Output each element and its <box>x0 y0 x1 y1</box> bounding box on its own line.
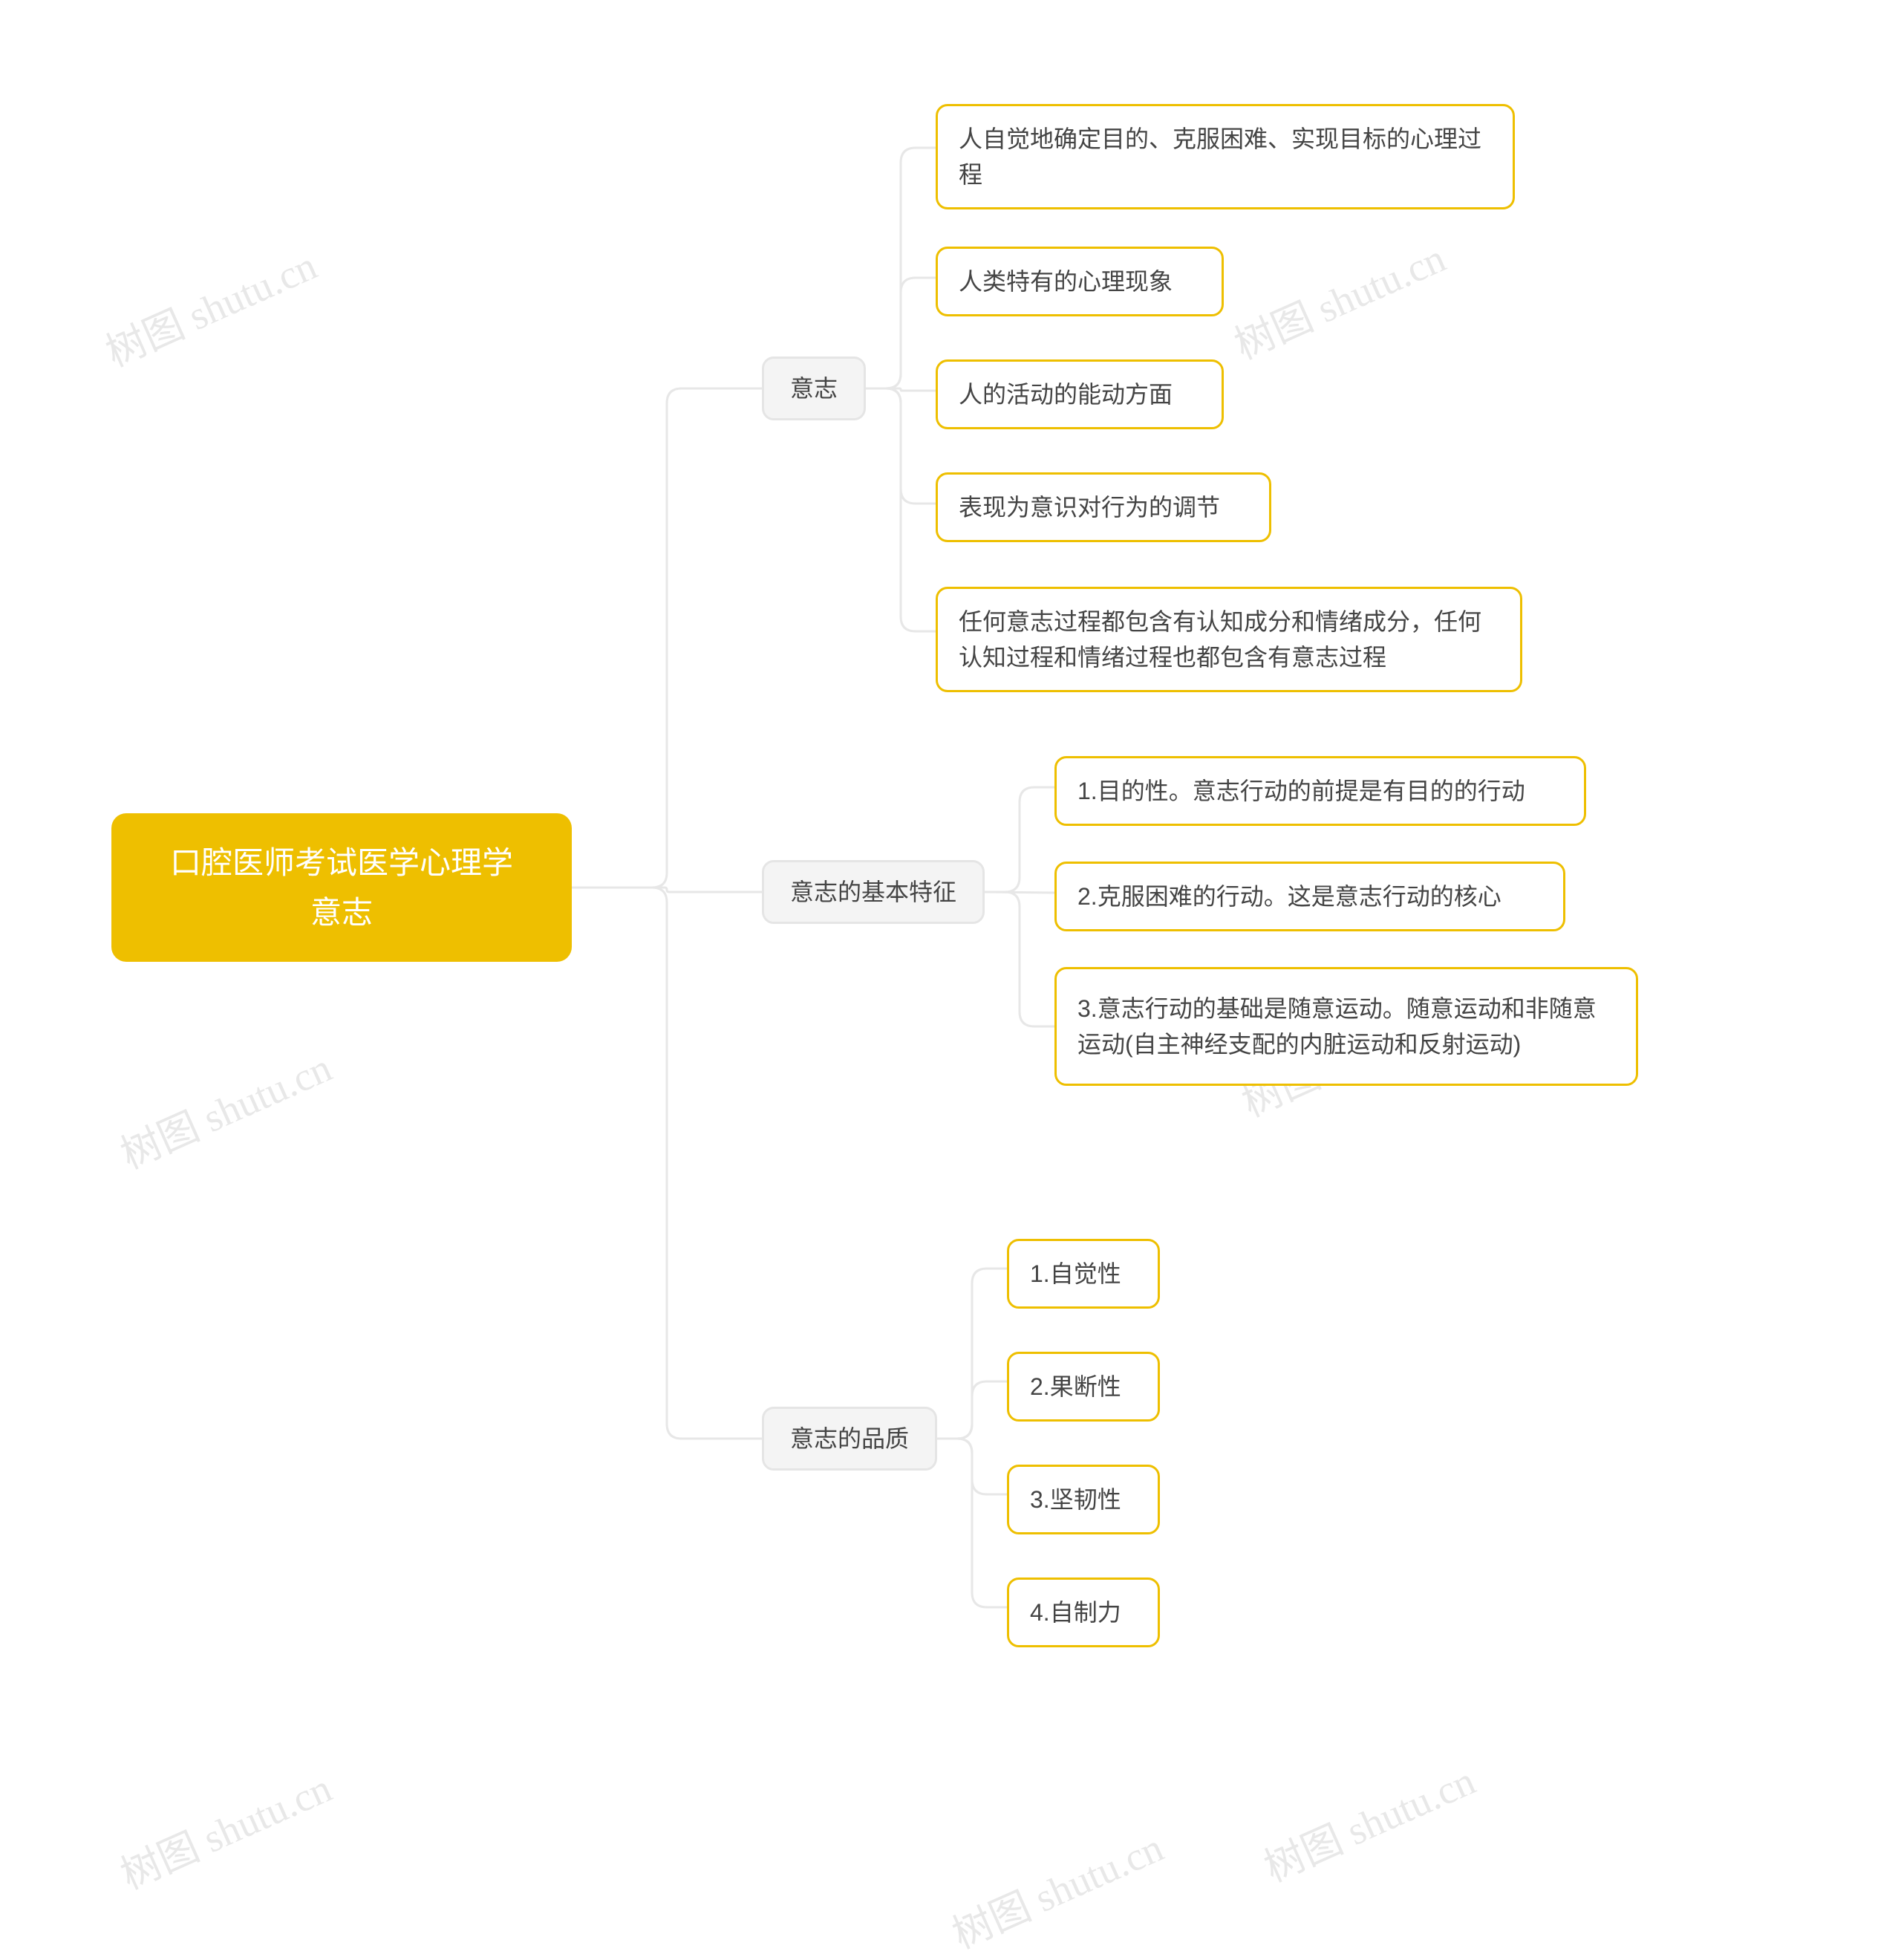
leaf-node[interactable]: 4.自制力 <box>1007 1578 1160 1647</box>
branch-node[interactable]: 意志 <box>762 356 866 420</box>
leaf-label: 1.自觉性 <box>1030 1256 1121 1292</box>
leaf-node[interactable]: 人的活动的能动方面 <box>936 359 1224 429</box>
leaf-label: 4.自制力 <box>1030 1595 1121 1630</box>
branch-label: 意志 <box>790 371 838 406</box>
root-label-line1: 口腔医师考试医学心理学 <box>170 838 513 888</box>
leaf-label: 表现为意识对行为的调节 <box>959 489 1220 525</box>
branch-label: 意志的品质 <box>790 1421 909 1456</box>
leaf-node[interactable]: 1.自觉性 <box>1007 1239 1160 1309</box>
leaf-label: 人的活动的能动方面 <box>959 377 1173 412</box>
leaf-label: 2.克服困难的行动。这是意志行动的核心 <box>1077 879 1501 914</box>
leaf-label: 2.果断性 <box>1030 1369 1121 1404</box>
root-label-line2: 意志 <box>170 888 513 937</box>
leaf-node[interactable]: 1.目的性。意志行动的前提是有目的的行动 <box>1054 756 1586 826</box>
leaf-node[interactable]: 表现为意识对行为的调节 <box>936 472 1271 542</box>
leaf-node[interactable]: 人自觉地确定目的、克服困难、实现目标的心理过程 <box>936 104 1515 209</box>
branch-node[interactable]: 意志的品质 <box>762 1407 937 1471</box>
root-node[interactable]: 口腔医师考试医学心理学意志 <box>111 813 572 962</box>
leaf-node[interactable]: 3.意志行动的基础是随意运动。随意运动和非随意运动(自主神经支配的内脏运动和反射… <box>1054 967 1638 1086</box>
leaf-label: 人类特有的心理现象 <box>959 264 1173 299</box>
leaf-node[interactable]: 2.克服困难的行动。这是意志行动的核心 <box>1054 862 1565 931</box>
leaf-label: 3.意志行动的基础是随意运动。随意运动和非随意运动(自主神经支配的内脏运动和反射… <box>1077 991 1615 1062</box>
nodes-layer: 口腔医师考试医学心理学意志意志人自觉地确定目的、克服困难、实现目标的心理过程人类… <box>0 0 1901 1884</box>
branch-node[interactable]: 意志的基本特征 <box>762 860 985 924</box>
leaf-node[interactable]: 2.果断性 <box>1007 1352 1160 1422</box>
leaf-node[interactable]: 人类特有的心理现象 <box>936 247 1224 316</box>
leaf-label: 3.坚韧性 <box>1030 1482 1121 1517</box>
leaf-label: 1.目的性。意志行动的前提是有目的的行动 <box>1077 773 1525 809</box>
leaf-node[interactable]: 任何意志过程都包含有认知成分和情绪成分，任何认知过程和情绪过程也都包含有意志过程 <box>936 587 1522 692</box>
leaf-label: 人自觉地确定目的、克服困难、实现目标的心理过程 <box>959 121 1492 192</box>
leaf-node[interactable]: 3.坚韧性 <box>1007 1465 1160 1534</box>
leaf-label: 任何意志过程都包含有认知成分和情绪成分，任何认知过程和情绪过程也都包含有意志过程 <box>959 604 1499 675</box>
branch-label: 意志的基本特征 <box>790 874 956 910</box>
